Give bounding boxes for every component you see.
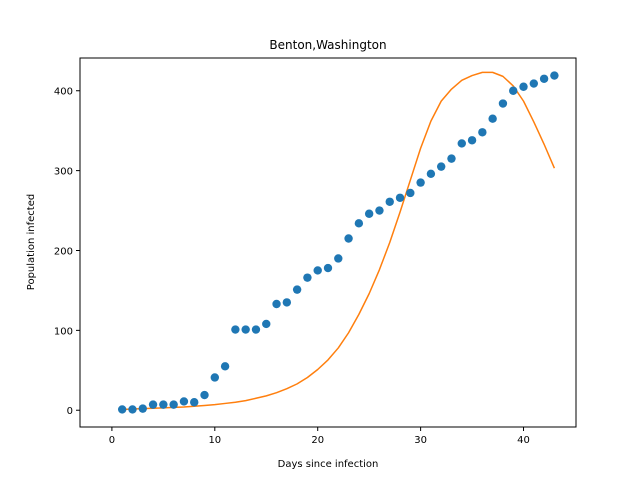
- data-point: [519, 82, 528, 91]
- x-tick-label: 20: [311, 435, 324, 446]
- x-axis-ticks: 0 10 20 30 40: [109, 427, 530, 446]
- y-tick-label: 400: [54, 87, 73, 98]
- data-point: [117, 405, 127, 414]
- data-point: [190, 398, 199, 407]
- data-point: [478, 128, 487, 137]
- data-point: [251, 325, 261, 334]
- data-point: [220, 362, 230, 371]
- data-point: [148, 400, 158, 409]
- data-point: [138, 404, 147, 413]
- series-layer: [117, 71, 559, 414]
- axes-frame: [79, 57, 577, 428]
- x-tick-label: 30: [414, 435, 427, 446]
- data-point: [272, 299, 281, 309]
- data-point: [385, 197, 394, 206]
- data-point: [179, 397, 189, 406]
- data-point: [334, 254, 343, 263]
- data-point: [344, 234, 353, 243]
- data-point: [447, 154, 456, 163]
- data-point: [292, 285, 302, 294]
- data-point: [509, 86, 518, 95]
- data-point: [169, 400, 178, 409]
- data-point: [550, 71, 559, 80]
- x-tick-label: 40: [517, 435, 530, 446]
- data-point: [467, 136, 477, 145]
- data-point: [457, 139, 466, 148]
- data-point: [375, 206, 384, 215]
- plot-area: 0 10 20 30 40 0 100 200 300 400: [54, 57, 577, 446]
- y-axis-ticks: 0 100 200 300 400: [54, 87, 80, 417]
- x-tick-label: 0: [109, 435, 115, 446]
- data-point: [313, 266, 322, 275]
- data-point: [323, 263, 333, 273]
- data-point: [159, 400, 168, 409]
- data-point: [200, 390, 209, 400]
- y-tick-label: 0: [67, 406, 73, 417]
- data-point: [282, 298, 292, 307]
- data-point: [406, 188, 415, 198]
- data-point: [354, 219, 364, 228]
- data-point: [231, 325, 240, 334]
- y-tick-label: 300: [54, 167, 73, 178]
- data-point: [416, 178, 425, 187]
- data-point: [488, 114, 497, 123]
- data-point: [128, 405, 137, 414]
- x-axis-label: Days since infection: [278, 459, 379, 470]
- data-point: [364, 209, 374, 218]
- data-point: [426, 169, 436, 179]
- data-point: [436, 162, 446, 171]
- data-point: [303, 273, 312, 282]
- data-point: [210, 373, 220, 382]
- y-tick-label: 200: [54, 246, 73, 257]
- x-tick-label: 10: [208, 435, 221, 446]
- data-point: [395, 193, 405, 202]
- data-point: [241, 325, 250, 334]
- y-tick-label: 100: [54, 326, 73, 337]
- data-point: [529, 79, 539, 88]
- chart-title: Benton,Washington: [269, 38, 386, 52]
- data-point: [498, 99, 508, 108]
- data-point: [539, 74, 549, 83]
- data-point: [262, 319, 271, 329]
- y-axis-label: Population infected: [26, 194, 37, 290]
